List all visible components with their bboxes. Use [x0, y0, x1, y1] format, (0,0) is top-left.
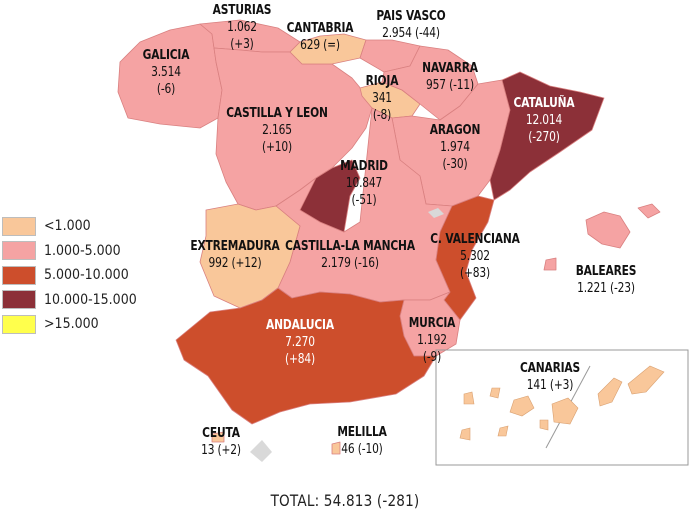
region-value: 2.165 [262, 123, 292, 138]
region-value: 629 (=) [300, 38, 340, 53]
region-name: ARAGON [429, 123, 481, 138]
region-name: ASTURIAS [212, 3, 272, 18]
region-value: 2.179 (-16) [321, 256, 379, 271]
legend-label: 5.000-10.000 [44, 267, 129, 283]
region-change: (-8) [372, 108, 392, 123]
label-pais-vasco: PAIS VASCO 2.954 (-44) [366, 8, 456, 42]
region-name: BALEARES [575, 264, 637, 279]
region-madrid [299, 159, 361, 233]
region-baleares [543, 203, 661, 271]
legend-label: <1.000 [44, 218, 91, 234]
region-name: ANDALUCIA [266, 318, 334, 333]
region-c-valenciana [435, 195, 495, 321]
region-value: 992 (+12) [208, 256, 262, 271]
legend-swatch [2, 216, 36, 236]
region-value: 1.974 [440, 140, 470, 155]
region-name: MADRID [340, 159, 388, 174]
label-c-valenciana: C. VALENCIANA 5.302 (+83) [427, 231, 524, 282]
region-melilla [331, 441, 341, 455]
region-change: (+3) [230, 37, 254, 52]
legend-item-3: 5.000-10.000 [2, 265, 147, 285]
region-name: GALICIA [142, 48, 190, 63]
region-name: CASTILLA Y LEON [226, 106, 328, 121]
region-value: 957 (-11) [426, 78, 474, 93]
legend-swatch [2, 241, 36, 260]
total-label: TOTAL: 54.813 (-281) [270, 491, 420, 510]
region-value: 46 (-10) [341, 442, 383, 457]
label-andalucia: ANDALUCIA 7.270 (+84) [262, 317, 337, 368]
region-name: CANTABRIA [286, 21, 354, 36]
region-canarias [459, 365, 665, 441]
region-value: 12.014 [525, 113, 563, 128]
label-melilla: MELILLA 46 (-10) [329, 424, 395, 458]
region-value: 2.954 (-44) [382, 26, 440, 41]
label-baleares: BALEARES 1.221 (-23) [568, 263, 643, 297]
label-madrid: MADRID 10.847 (-51) [330, 158, 399, 209]
region-value: 5.302 [460, 249, 490, 264]
label-rioja: RIOJA 341 (-8) [357, 73, 406, 124]
label-castilla-mancha: CASTILLA-LA MANCHA 2.179 (-16) [284, 238, 415, 272]
region-value: 1.192 [417, 333, 447, 348]
label-cataluna: CATALUÑA 12.014 (-270) [508, 95, 580, 146]
region-value: 1.221 (-23) [577, 281, 635, 296]
legend-item-5: >15.000 [2, 314, 147, 334]
legend-item-1: <1.000 [2, 216, 147, 236]
label-navarra: NAVARRA 957 (-11) [409, 60, 491, 94]
region-change: (+10) [261, 140, 293, 155]
region-value: 7.270 [285, 335, 315, 350]
region-name: NAVARRA [422, 61, 478, 76]
legend-swatch [2, 265, 36, 285]
label-galicia: GALICIA 3.514 (-6) [132, 47, 201, 98]
region-name: MELILLA [337, 425, 387, 440]
label-murcia: MURCIA 1.192 (-9) [404, 315, 460, 366]
region-name: CANARIAS [519, 361, 581, 376]
region-name: EXTREMADURA [190, 239, 280, 254]
region-value: 141 (+3) [526, 378, 574, 393]
region-value: 3.514 [151, 65, 181, 80]
region-name: CASTILLA-LA MANCHA [285, 239, 415, 254]
enclave-grey [428, 208, 444, 218]
legend-label: >15.000 [44, 316, 99, 332]
region-change: (+84) [284, 352, 316, 367]
region-ceuta [211, 431, 225, 443]
region-name: CEUTA [202, 426, 240, 441]
region-change: (-30) [442, 157, 468, 172]
region-name: MURCIA [408, 316, 456, 331]
label-aragon: ARAGON 1.974 (-30) [421, 122, 488, 173]
label-ceuta: CEUTA 13 (+2) [192, 425, 249, 459]
label-castilla-leon: CASTILLA Y LEON 2.165 (+10) [219, 105, 335, 156]
legend-label: 10.000-15.000 [44, 291, 137, 308]
region-change: (+83) [459, 266, 491, 281]
region-andalucia [175, 287, 437, 425]
label-cantabria: CANTABRIA 629 (=) [279, 20, 361, 54]
label-canarias: CANARIAS 141 (+3) [514, 360, 586, 394]
region-name: CATALUÑA [513, 96, 575, 111]
label-asturias: ASTURIAS 1.062 (+3) [199, 2, 284, 53]
region-value: 10.847 [345, 176, 383, 191]
legend-item-2: 1.000-5.000 [2, 241, 147, 261]
region-name: C. VALENCIANA [430, 232, 520, 247]
region-name: RIOJA [365, 74, 399, 89]
region-name: PAIS VASCO [376, 9, 446, 24]
canarias-inset-frame [435, 349, 689, 466]
legend-label: 1.000-5.000 [44, 242, 121, 259]
region-value: 1.062 [227, 20, 257, 35]
region-change: (-270) [528, 130, 560, 145]
label-extremadura: EXTREMADURA 992 (+12) [187, 238, 284, 272]
region-change: (-51) [351, 193, 377, 208]
legend-swatch [2, 290, 36, 309]
region-value: 13 (+2) [201, 443, 241, 458]
region-change: (-9) [422, 350, 442, 365]
legend-swatch [2, 314, 36, 334]
region-change: (-6) [156, 82, 176, 97]
region-cataluna [489, 71, 605, 201]
legend: <1.000 1.000-5.000 5.000-10.000 10.000-1… [2, 216, 147, 339]
legend-item-4: 10.000-15.000 [2, 290, 147, 310]
region-value: 341 [372, 91, 392, 106]
africa-coast [250, 440, 272, 462]
